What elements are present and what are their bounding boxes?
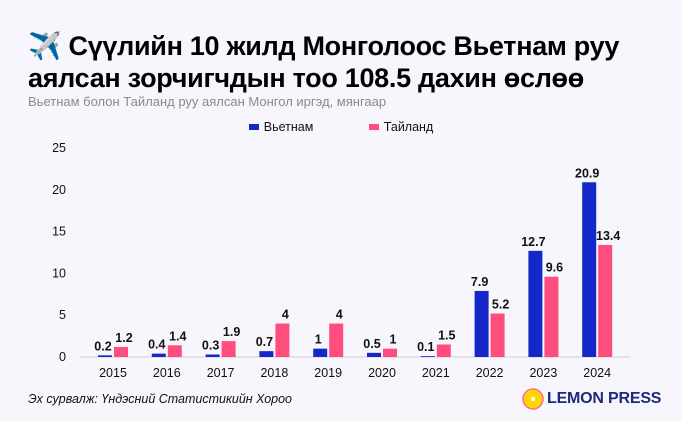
bar-thailand — [490, 313, 505, 357]
bar-thailand — [329, 323, 344, 357]
bar-vietnam — [151, 353, 166, 357]
bar-vietnam — [528, 250, 543, 357]
bar-thailand — [275, 323, 290, 357]
y-tick-label: 15 — [52, 225, 66, 239]
data-label: 4 — [336, 308, 343, 322]
data-label: 4 — [282, 308, 289, 322]
data-label: 1 — [315, 333, 322, 347]
bar-vietnam — [205, 354, 220, 357]
data-label: 9.6 — [546, 261, 563, 275]
bar-thailand — [544, 276, 559, 357]
y-tick-label: 20 — [52, 183, 66, 197]
bar-vietnam — [98, 355, 112, 357]
data-label: 0.3 — [202, 338, 219, 352]
bar-thailand — [436, 344, 451, 357]
legend-label: Вьетнам — [263, 120, 314, 134]
lemon-icon — [522, 388, 544, 410]
x-tick-label: 2021 — [422, 366, 450, 380]
data-label: 5.2 — [492, 298, 509, 312]
x-tick-label: 2019 — [314, 366, 342, 380]
bar-vietnam — [582, 182, 597, 357]
x-tick-label: 2022 — [476, 366, 504, 380]
y-tick-label: 25 — [52, 141, 66, 155]
data-label: 1.4 — [169, 329, 186, 343]
bar-thailand — [598, 244, 613, 357]
legend-item-vietnam: Вьетнам — [248, 120, 314, 134]
logo: LEMON PRESS — [522, 388, 661, 410]
data-label: 1.5 — [438, 328, 455, 342]
y-tick-label: 0 — [59, 350, 66, 364]
data-label: 0.5 — [363, 337, 380, 351]
x-tick-label: 2020 — [368, 366, 396, 380]
legend-swatch — [368, 124, 379, 130]
x-tick-label: 2015 — [99, 366, 127, 380]
legend-item-thailand: Тайланд — [368, 120, 434, 134]
data-label: 13.4 — [596, 229, 620, 243]
data-label: 0.2 — [94, 339, 111, 353]
data-label: 0.1 — [417, 340, 434, 354]
legend: Вьетнам Тайланд — [0, 119, 682, 134]
bar-thailand — [221, 341, 236, 357]
data-label: 1 — [390, 333, 397, 347]
data-label: 0.7 — [256, 335, 273, 349]
data-label: 1.9 — [223, 325, 240, 339]
x-tick-label: 2024 — [583, 366, 611, 380]
data-label: 0.4 — [148, 338, 165, 352]
chart-subtitle: Вьетнам болон Тайланд руу аялсан Монгол … — [28, 94, 387, 109]
chart-title: ✈️ Сүүлийн 10 жилд Монголоос Вьетнам руу… — [28, 31, 620, 93]
bar-vietnam — [313, 348, 328, 357]
bar-vietnam — [259, 351, 274, 357]
bar-vietnam — [367, 352, 381, 357]
bar-thailand — [167, 345, 182, 357]
legend-label: Тайланд — [383, 120, 434, 134]
legend-swatch — [248, 124, 259, 130]
bar-thailand — [383, 348, 397, 357]
x-tick-label: 2018 — [260, 366, 288, 380]
bar-thailand — [114, 346, 128, 357]
y-tick-label: 10 — [52, 266, 66, 280]
x-tick-label: 2017 — [207, 366, 235, 380]
data-label: 20.9 — [575, 166, 599, 180]
data-label: 1.2 — [115, 331, 132, 345]
data-label: 12.7 — [521, 235, 545, 249]
x-tick-label: 2023 — [529, 366, 557, 380]
data-label: 7.9 — [471, 275, 488, 289]
bar-vietnam — [420, 356, 435, 357]
y-tick-label: 5 — [59, 308, 66, 322]
logo-text: LEMON PRESS — [547, 390, 662, 407]
bar-vietnam — [474, 290, 489, 357]
source-note: Эх сурвалж: Үндэсний Статистикийн Хороо — [28, 392, 293, 406]
x-tick-label: 2016 — [153, 366, 181, 380]
